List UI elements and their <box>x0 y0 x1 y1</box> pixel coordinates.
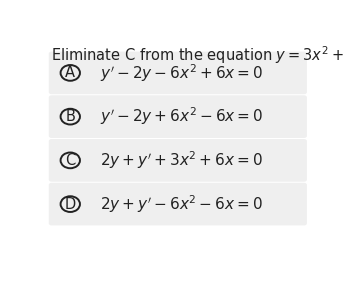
Text: B: B <box>65 109 75 124</box>
Text: $y' - 2y - 6x^2 + 6x = 0$: $y' - 2y - 6x^2 + 6x = 0$ <box>100 62 263 84</box>
Text: A: A <box>65 65 75 80</box>
FancyBboxPatch shape <box>49 139 307 182</box>
Text: Eliminate C from the equation $y = 3x^2 + Ce^{-2x}$.: Eliminate C from the equation $y = 3x^2 … <box>51 44 347 66</box>
FancyBboxPatch shape <box>49 183 307 225</box>
Text: $y' - 2y + 6x^2 - 6x = 0$: $y' - 2y + 6x^2 - 6x = 0$ <box>100 106 263 128</box>
Text: $2y + y' + 3x^2 + 6x = 0$: $2y + y' + 3x^2 + 6x = 0$ <box>100 149 263 171</box>
Text: C: C <box>65 153 75 168</box>
FancyBboxPatch shape <box>49 95 307 138</box>
FancyBboxPatch shape <box>49 52 307 94</box>
Text: D: D <box>65 197 76 212</box>
Text: $2y + y' - 6x^2 - 6x = 0$: $2y + y' - 6x^2 - 6x = 0$ <box>100 193 263 215</box>
